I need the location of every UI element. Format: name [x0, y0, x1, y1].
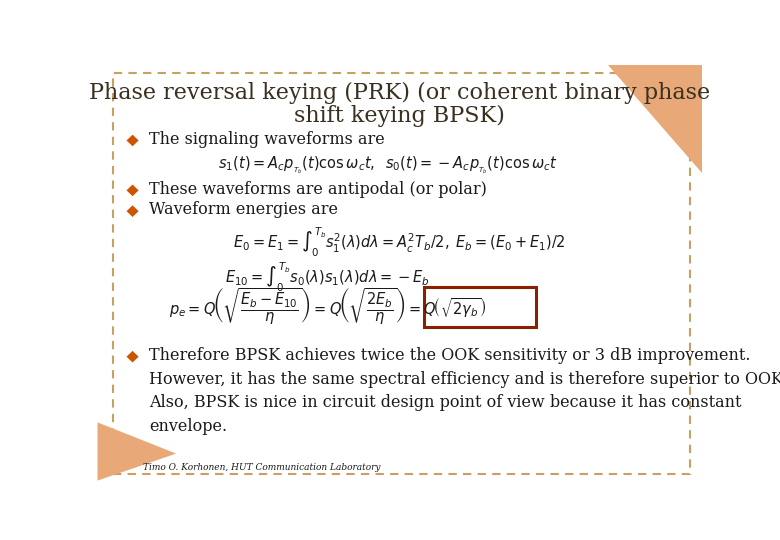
Polygon shape [126, 134, 139, 146]
Text: envelope.: envelope. [149, 418, 227, 435]
Polygon shape [126, 205, 139, 217]
Text: The signaling waveforms are: The signaling waveforms are [149, 131, 385, 148]
Text: Phase reversal keying (PRK) (or coherent binary phase: Phase reversal keying (PRK) (or coherent… [89, 82, 711, 104]
Polygon shape [608, 65, 702, 173]
Text: $E_{10} = \int_0^{T_b} s_0(\lambda)s_1(\lambda)d\lambda = -E_b$: $E_{10} = \int_0^{T_b} s_0(\lambda)s_1(\… [225, 261, 430, 294]
Text: $E_0 = E_1 = \int_0^{T_b} s_1^2(\lambda)d\lambda = A_c^2 T_b/2, \; E_b = (E_0+E_: $E_0 = E_1 = \int_0^{T_b} s_1^2(\lambda)… [233, 225, 566, 259]
Text: Also, BPSK is nice in circuit design point of view because it has constant: Also, BPSK is nice in circuit design poi… [149, 394, 741, 411]
Polygon shape [126, 185, 139, 196]
Polygon shape [98, 422, 176, 481]
Text: $p_e = Q\!\left(\sqrt{\dfrac{E_b - E_{10}}{\eta}}\right) = Q\!\left(\sqrt{\dfrac: $p_e = Q\!\left(\sqrt{\dfrac{E_b - E_{10… [168, 287, 486, 327]
Text: $s_1(t) = A_c p_{_{T_b}}(t)\cos\omega_c t, \;\; s_0(t) = -A_c p_{_{T_b}}(t)\cos\: $s_1(t) = A_c p_{_{T_b}}(t)\cos\omega_c … [218, 154, 558, 177]
Text: Waveform energies are: Waveform energies are [149, 201, 338, 218]
Text: However, it has the same spectral efficiency and is therefore superior to OOK.: However, it has the same spectral effici… [149, 370, 780, 388]
Text: These waveforms are antipodal (or polar): These waveforms are antipodal (or polar) [149, 180, 487, 198]
Text: Timo O. Korhonen, HUT Communication Laboratory: Timo O. Korhonen, HUT Communication Labo… [143, 463, 381, 472]
Text: shift keying BPSK): shift keying BPSK) [294, 105, 505, 127]
Polygon shape [126, 351, 139, 362]
Text: Therefore BPSK achieves twice the OOK sensitivity or 3 dB improvement.: Therefore BPSK achieves twice the OOK se… [149, 347, 750, 364]
